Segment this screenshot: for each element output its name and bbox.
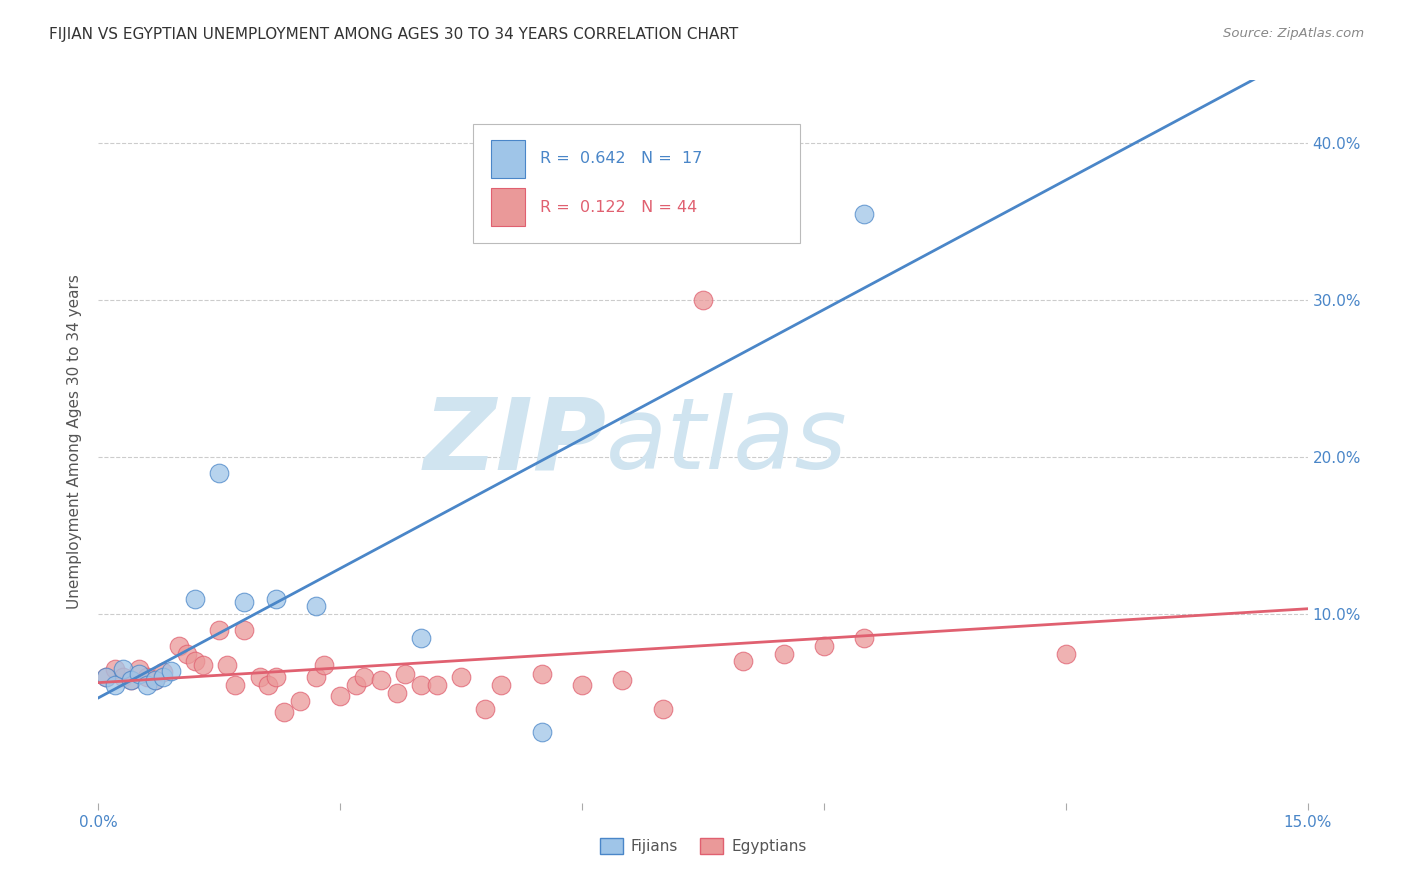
Point (193, 657, 215, 672)
Point (651, 701, 673, 715)
Point (120, 673, 142, 688)
Y-axis label: Unemployment Among Ages 30 to 34 years: Unemployment Among Ages 30 to 34 years (67, 274, 83, 609)
Point (474, 701, 496, 715)
Bar (492, 140, 526, 178)
Point (305, 599, 328, 614)
Text: Source: ZipAtlas.com: Source: ZipAtlas.com (1223, 27, 1364, 40)
Point (232, 623, 254, 637)
Point (143, 673, 166, 688)
Point (167, 639, 190, 653)
Point (314, 657, 336, 672)
Point (256, 678, 278, 692)
Point (217, 657, 239, 672)
Point (264, 670, 287, 684)
Point (612, 673, 634, 688)
Point (733, 655, 755, 669)
Point (394, 667, 416, 681)
Point (409, 678, 432, 692)
Point (772, 207, 794, 221)
Bar (492, 188, 526, 226)
Point (152, 670, 174, 684)
Point (135, 678, 157, 692)
Point (208, 466, 231, 480)
Point (273, 705, 295, 719)
Point (152, 665, 174, 680)
Point (143, 673, 166, 688)
Legend: Fijians, Egyptians: Fijians, Egyptians (593, 832, 813, 860)
Point (530, 667, 553, 681)
Point (135, 670, 157, 684)
Point (329, 689, 352, 703)
Point (344, 678, 367, 692)
Point (385, 686, 408, 700)
Point (103, 678, 125, 692)
Point (111, 662, 134, 676)
Point (224, 678, 246, 692)
Point (111, 670, 134, 684)
Point (370, 673, 392, 688)
Point (853, 631, 876, 645)
Text: R =  0.642   N =  17: R = 0.642 N = 17 (540, 152, 702, 166)
Point (184, 655, 207, 669)
Point (813, 639, 835, 653)
Point (96, 670, 118, 684)
Point (409, 631, 432, 645)
Point (1054, 647, 1077, 661)
Point (450, 670, 472, 684)
Point (96, 670, 118, 684)
Text: atlas: atlas (606, 393, 848, 490)
Point (128, 667, 150, 681)
Text: FIJIAN VS EGYPTIAN UNEMPLOYMENT AMONG AGES 30 TO 34 YEARS CORRELATION CHART: FIJIAN VS EGYPTIAN UNEMPLOYMENT AMONG AG… (49, 27, 738, 42)
Point (571, 678, 593, 692)
Point (103, 662, 125, 676)
Point (128, 662, 150, 676)
Point (426, 678, 449, 692)
Point (160, 664, 183, 678)
Text: R =  0.122   N = 44: R = 0.122 N = 44 (540, 200, 697, 214)
Point (176, 647, 198, 661)
Point (305, 670, 328, 684)
Point (853, 207, 876, 221)
Point (692, 293, 714, 308)
FancyBboxPatch shape (474, 124, 800, 243)
Point (208, 623, 231, 637)
Point (288, 694, 311, 708)
Point (772, 647, 794, 661)
Point (232, 595, 254, 609)
Point (491, 678, 513, 692)
Point (249, 670, 271, 684)
Point (120, 673, 142, 688)
Text: ZIP: ZIP (423, 393, 606, 490)
Point (353, 670, 375, 684)
Point (264, 591, 287, 606)
Point (184, 591, 207, 606)
Point (530, 725, 553, 739)
